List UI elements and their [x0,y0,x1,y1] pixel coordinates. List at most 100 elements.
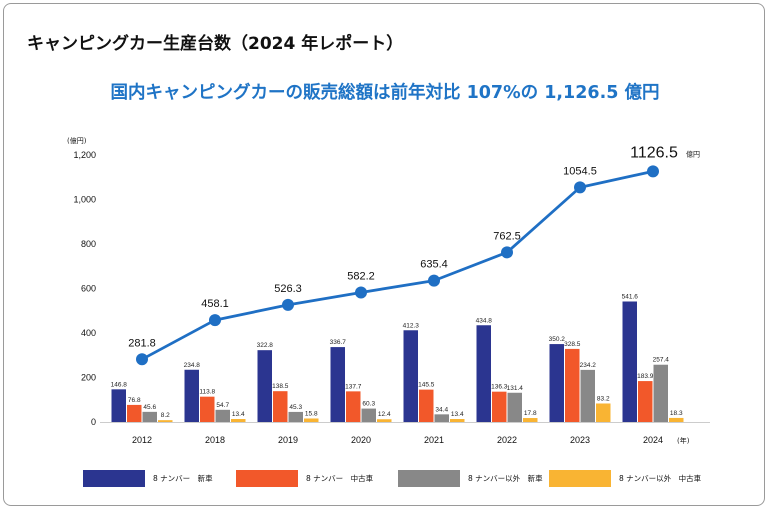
bar-2020-series-4 [377,419,392,422]
legend: 8 ナンバー 新車 8 ナンバー 中古車 8 ナンバー以外 新車 8 ナンバー以外 中… [83,470,702,487]
legend-swatch [398,470,460,487]
bar-2019-series-1 [257,350,272,422]
bar-2012-series-2 [127,404,142,422]
bar-2019-series-4 [304,418,319,422]
sales-total-line [141,169,654,361]
x-axis: 2012 2018 2019 2020 2021 2022 2023 2024 (年) [100,422,710,445]
y-tick-label: 600 [81,284,96,294]
line-point-2020 [355,286,367,299]
bar-2023-series-3 [580,369,595,422]
bar-value-label: 83.2 [597,395,610,402]
line-point-2019 [282,298,294,311]
bar-value-label: 12.4 [378,411,391,418]
bar-2022-series-3 [507,392,522,422]
bar-value-label: 183.9 [637,373,654,380]
bar-2018-series-2 [200,396,215,422]
line-value-unit: 億円 [686,149,700,158]
bar-value-label: 131.4 [507,385,524,392]
line-value-label: 281.8 [128,337,156,349]
x-tick-label: 2022 [497,435,517,445]
bar-value-label: 234.2 [580,362,597,369]
bar-value-label: 145.5 [418,382,435,389]
y-tick-label: 1,200 [73,150,96,160]
x-tick-label: 2024 [643,435,663,445]
legend-swatch [549,470,611,487]
bar-2018-series-4 [231,419,246,422]
bar-2020-series-3 [361,408,376,422]
x-tick-label: 2012 [132,435,152,445]
bar-2012-series-3 [142,411,157,422]
bar-2020-series-2 [346,391,361,422]
bar-value-label: 13.4 [232,411,245,418]
line-value-label: 1126.5 [630,144,678,161]
x-unit-suffix: (年) [677,436,690,445]
bar-2023-series-4 [596,403,611,422]
bar-value-label: 136.3 [491,384,508,391]
bar-labels: 146.876.845.68.2234.8113.854.713.4322.81… [111,293,683,419]
line-point-2021 [428,274,440,287]
legend-swatch [83,470,145,487]
bar-value-label: 146.8 [111,381,128,388]
legend-label: 8 ナンバー 新車 [153,473,213,483]
legend-item-3: 8 ナンバー以外 新車 [398,470,543,487]
bar-2023-series-2 [565,348,580,422]
bar-2024-series-3 [653,364,668,422]
bar-value-label: 412.3 [403,322,420,329]
bar-value-label: 137.7 [345,383,362,390]
bar-value-label: 257.4 [653,357,670,364]
line-point-2023 [574,181,586,194]
page-title: キャンピングカー生産台数（2024 年レポート） [27,34,404,54]
line-value-label: 526.3 [274,283,302,295]
bar-series [111,301,684,422]
line-value-label: 635.4 [420,259,448,271]
bar-value-label: 328.5 [564,341,581,348]
line-value-label: 458.1 [201,298,229,310]
bar-value-label: 434.8 [476,317,493,324]
bar-value-label: 13.4 [451,411,464,418]
bar-2018-series-3 [215,409,230,422]
line-point-2024 [647,165,659,178]
bar-2024-series-4 [669,417,684,422]
bar-2019-series-2 [273,391,288,422]
y-unit-label: (億円) [67,136,87,145]
bar-value-label: 15.8 [305,410,318,417]
line-value-label: 1054.5 [563,165,597,177]
x-tick-label: 2021 [424,435,444,445]
bar-value-label: 60.3 [362,401,375,408]
bar-2018-series-1 [184,369,199,422]
bar-2021-series-1 [403,330,418,422]
bar-2021-series-3 [434,414,449,422]
bar-value-label: 45.3 [289,404,302,411]
bar-value-label: 113.8 [199,389,215,396]
bar-2022-series-1 [476,325,491,422]
bar-value-label: 541.6 [622,293,639,300]
legend-label: 8 ナンバー以外 中古車 [619,473,702,483]
line-point-2022 [501,246,513,259]
bar-value-label: 8.2 [161,412,170,419]
line-value-label: 762.5 [493,230,521,242]
line-point-2012 [136,353,148,366]
line-point-2018 [209,314,221,327]
legend-label: 8 ナンバー以外 新車 [468,473,543,483]
bar-value-label: 45.6 [143,404,156,411]
legend-item-2: 8 ナンバー 中古車 [236,470,374,487]
bar-2019-series-3 [288,411,303,422]
bar-value-label: 234.8 [184,362,201,369]
bar-2023-series-1 [549,344,564,422]
legend-item-4: 8 ナンバー以外 中古車 [549,470,702,487]
y-tick-label: 1,000 [73,195,96,205]
y-tick-label: 800 [81,239,96,249]
bar-2022-series-2 [492,391,507,422]
bar-value-label: 54.7 [216,402,229,409]
bar-value-label: 17.8 [524,410,537,417]
y-tick-label: 0 [91,417,96,427]
x-tick-label: 2023 [570,435,590,445]
bar-2020-series-1 [330,347,345,422]
legend-label: 8 ナンバー 中古車 [306,473,374,483]
bar-value-label: 350.2 [549,336,566,343]
x-tick-label: 2018 [205,435,225,445]
y-axis: (億円) 0 200 400 600 800 1,000 1,200 [67,136,96,427]
bar-2024-series-2 [638,381,653,422]
bar-2012-series-1 [111,389,126,422]
